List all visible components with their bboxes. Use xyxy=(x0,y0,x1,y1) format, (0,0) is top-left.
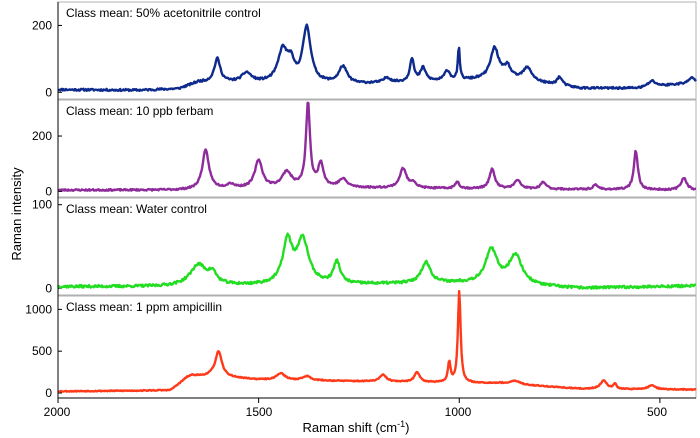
y-tick-label-ampicillin-1000: 1000 xyxy=(25,302,52,316)
panel-title-acetonitrile: Class mean: 50% acetonitrile control xyxy=(66,6,261,20)
spectrum-line-water xyxy=(57,232,697,290)
x-tick-label-1000: 1000 xyxy=(445,405,472,419)
y-tick-label-water-100: 100 xyxy=(32,198,52,212)
panel-title-water: Class mean: Water control xyxy=(66,202,207,216)
y-tick-label-water-0: 0 xyxy=(45,281,52,295)
y-tick-label-acetonitrile-200: 200 xyxy=(32,18,52,32)
x-tick-label-1500: 1500 xyxy=(246,405,273,419)
x-axis-title: Raman shift (cm-1) xyxy=(303,419,410,435)
y-axis-title: Raman intensity xyxy=(9,167,24,261)
x-tick-label-2000: 2000 xyxy=(44,405,71,419)
y-tick-label-ferbam-0: 0 xyxy=(45,184,52,198)
y-tick-label-ampicillin-0: 0 xyxy=(45,386,52,400)
y-tick-label-ampicillin-500: 500 xyxy=(32,344,52,358)
panel-title-ampicillin: Class mean: 1 ppm ampicillin xyxy=(66,300,222,314)
panel-title-ferbam: Class mean: 10 ppb ferbam xyxy=(66,104,213,118)
y-tick-label-acetonitrile-0: 0 xyxy=(45,85,52,99)
spectrum-line-ampicillin xyxy=(57,289,697,393)
spectrum-line-ferbam xyxy=(57,101,697,192)
spectrum-line-acetonitrile xyxy=(57,23,697,93)
x-tick-label-500: 500 xyxy=(647,405,667,419)
y-tick-label-ferbam-200: 200 xyxy=(32,129,52,143)
